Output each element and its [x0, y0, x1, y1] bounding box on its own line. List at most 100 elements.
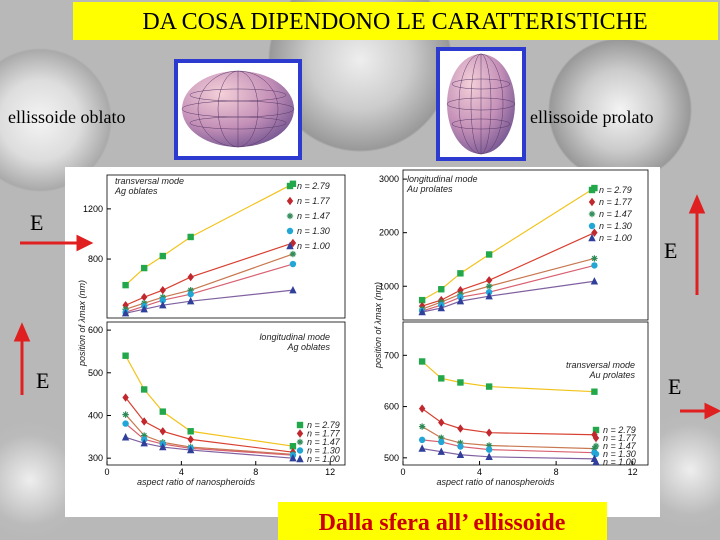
marker	[187, 272, 194, 282]
legend-label: n = 1.00	[297, 241, 330, 251]
legend-label: n = 1.77	[603, 433, 637, 443]
legend-marker	[286, 182, 294, 190]
mode-title: transversal mode	[566, 360, 635, 370]
y-tick-label: 400	[88, 410, 103, 420]
marker	[457, 439, 464, 447]
x-tick-label: 4	[179, 467, 184, 477]
mode-subtitle: Au prolates	[588, 370, 635, 380]
marker	[418, 436, 426, 444]
field-label: E	[30, 210, 43, 235]
marker	[187, 233, 194, 241]
marker	[418, 423, 426, 430]
marker	[456, 296, 465, 305]
marker	[418, 358, 426, 365]
x-tick-label: 12	[628, 467, 638, 477]
field-label: E	[36, 368, 49, 393]
x-tick-label: 12	[325, 467, 335, 477]
legend-label: n = 1.00	[603, 457, 636, 467]
marker	[485, 291, 493, 300]
x-tick-label: 4	[477, 467, 482, 477]
mode-title: longitudinal mode	[259, 332, 330, 342]
marker	[159, 427, 166, 436]
legend-marker	[588, 233, 596, 242]
marker	[122, 393, 129, 402]
chart-panel	[65, 167, 660, 517]
marker	[418, 444, 426, 452]
y-tick-label: 500	[384, 453, 399, 463]
marker	[457, 443, 464, 450]
legend-marker	[592, 457, 600, 466]
marker	[187, 428, 194, 435]
marker	[591, 262, 598, 269]
marker	[456, 450, 465, 458]
y-tick-label: 300	[88, 453, 103, 463]
marker	[121, 433, 130, 441]
marker	[159, 408, 166, 415]
y-axis-label: position of λmax (nm)	[77, 280, 87, 367]
charts: 800 1200 transversal mode Ag oblates positio…	[77, 169, 649, 487]
legend-label: n = 1.30	[603, 449, 636, 459]
marker	[485, 383, 493, 390]
legend-marker	[286, 212, 294, 220]
mode-subtitle: Ag oblates	[286, 342, 330, 352]
marker	[590, 277, 599, 285]
marker	[140, 439, 148, 447]
legend-marker	[296, 447, 304, 454]
y-tick-label: 800	[88, 254, 103, 264]
legend-marker	[296, 429, 304, 438]
marker	[140, 264, 148, 272]
plot-frame	[402, 169, 649, 321]
legend-marker	[588, 210, 596, 218]
legend-label: n = 1.00	[307, 454, 340, 464]
marker	[485, 428, 493, 437]
legend-marker	[588, 197, 596, 207]
marker	[485, 251, 493, 258]
y-axis-label: position of λmax (nm)	[373, 282, 383, 369]
legend-marker	[296, 438, 304, 446]
legend-label: n = 1.30	[599, 221, 632, 231]
oblate-label: ellissoide oblato	[8, 107, 125, 127]
marker	[418, 307, 426, 316]
prolate-grid	[446, 53, 516, 155]
marker	[159, 252, 166, 260]
legend-label: n = 1.47	[603, 441, 637, 451]
caption-box	[278, 502, 607, 540]
marker	[140, 417, 148, 426]
slide-title: DA COSA DIPENDONO LE CARATTERISTICHE	[142, 9, 647, 35]
y-tick-label: 1200	[83, 204, 103, 214]
legend-label: n = 1.47	[297, 211, 331, 221]
marker	[159, 442, 167, 451]
mode-title: longitudinal mode	[407, 174, 478, 184]
marker	[140, 305, 148, 313]
y-tick-label: 700	[384, 350, 399, 360]
marker	[438, 375, 445, 382]
y-tick-label: 3000	[379, 174, 399, 184]
marker	[438, 286, 445, 293]
legend-label: n = 1.77	[307, 429, 341, 439]
marker	[121, 309, 130, 317]
x-axis-label: aspect ratio of nanospheroids	[436, 477, 555, 487]
mode-subtitle: Au prolates	[406, 184, 453, 194]
marker	[591, 228, 598, 237]
mode-title: transversal mode	[115, 176, 184, 186]
marker	[289, 443, 297, 450]
legend-label: n = 2.79	[599, 185, 632, 195]
legend-marker	[588, 222, 596, 230]
x-axis-label: aspect ratio of nanospheroids	[137, 477, 256, 487]
marker	[418, 404, 426, 413]
marker	[485, 442, 493, 449]
legend-marker	[286, 227, 294, 235]
marker	[591, 388, 598, 395]
marker	[122, 281, 129, 289]
plot-frame	[106, 321, 346, 466]
y-tick-label: 1000	[379, 281, 399, 291]
marker	[122, 352, 129, 359]
marker	[457, 424, 464, 433]
arrows	[13, 194, 720, 420]
x-tick-label: 0	[104, 467, 109, 477]
legend-marker	[296, 454, 304, 463]
legend-marker	[592, 433, 600, 443]
marker	[187, 435, 194, 444]
legend-label: n = 1.77	[599, 197, 633, 207]
